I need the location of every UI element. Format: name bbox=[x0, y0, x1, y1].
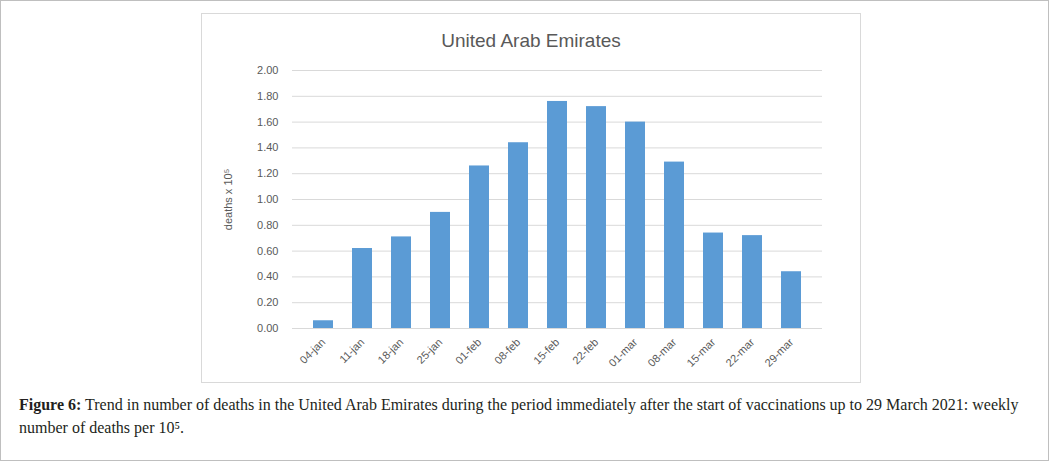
svg-text:22-feb: 22-feb bbox=[570, 336, 601, 367]
svg-text:01-feb: 01-feb bbox=[453, 336, 484, 367]
svg-text:0.00: 0.00 bbox=[257, 322, 278, 334]
svg-text:0.20: 0.20 bbox=[257, 296, 278, 308]
svg-text:29-mar: 29-mar bbox=[762, 336, 795, 369]
svg-text:08-feb: 08-feb bbox=[492, 336, 523, 367]
svg-text:0.60: 0.60 bbox=[257, 245, 278, 257]
svg-text:08-mar: 08-mar bbox=[645, 336, 678, 369]
svg-text:1.60: 1.60 bbox=[257, 116, 278, 128]
svg-text:11-jan: 11-jan bbox=[337, 336, 367, 366]
svg-text:01-mar: 01-mar bbox=[606, 336, 639, 369]
svg-text:1.00: 1.00 bbox=[257, 193, 278, 205]
svg-text:1.80: 1.80 bbox=[257, 90, 278, 102]
svg-text:18-jan: 18-jan bbox=[375, 336, 405, 366]
svg-text:15-feb: 15-feb bbox=[531, 336, 562, 367]
html-text:Figure 6: Trend in number of d: Figure 6: Trend in number of deaths in t… bbox=[19, 396, 1019, 436]
svg-text:0.40: 0.40 bbox=[257, 270, 278, 282]
svg-text:1.40: 1.40 bbox=[257, 141, 278, 153]
html-text:United Arab Emirates: United Arab Emirates bbox=[441, 30, 621, 51]
svg-text:2.00: 2.00 bbox=[257, 64, 278, 76]
svg-text:0.80: 0.80 bbox=[257, 219, 278, 231]
svg-text:04-jan: 04-jan bbox=[297, 336, 327, 366]
svg-text:15-mar: 15-mar bbox=[684, 336, 717, 369]
svg-text:25-jan: 25-jan bbox=[414, 336, 444, 366]
svg-text:22-mar: 22-mar bbox=[723, 336, 756, 369]
svg-text:1.20: 1.20 bbox=[257, 167, 278, 179]
svg-text:deaths x 10⁵: deaths x 10⁵ bbox=[222, 169, 234, 230]
